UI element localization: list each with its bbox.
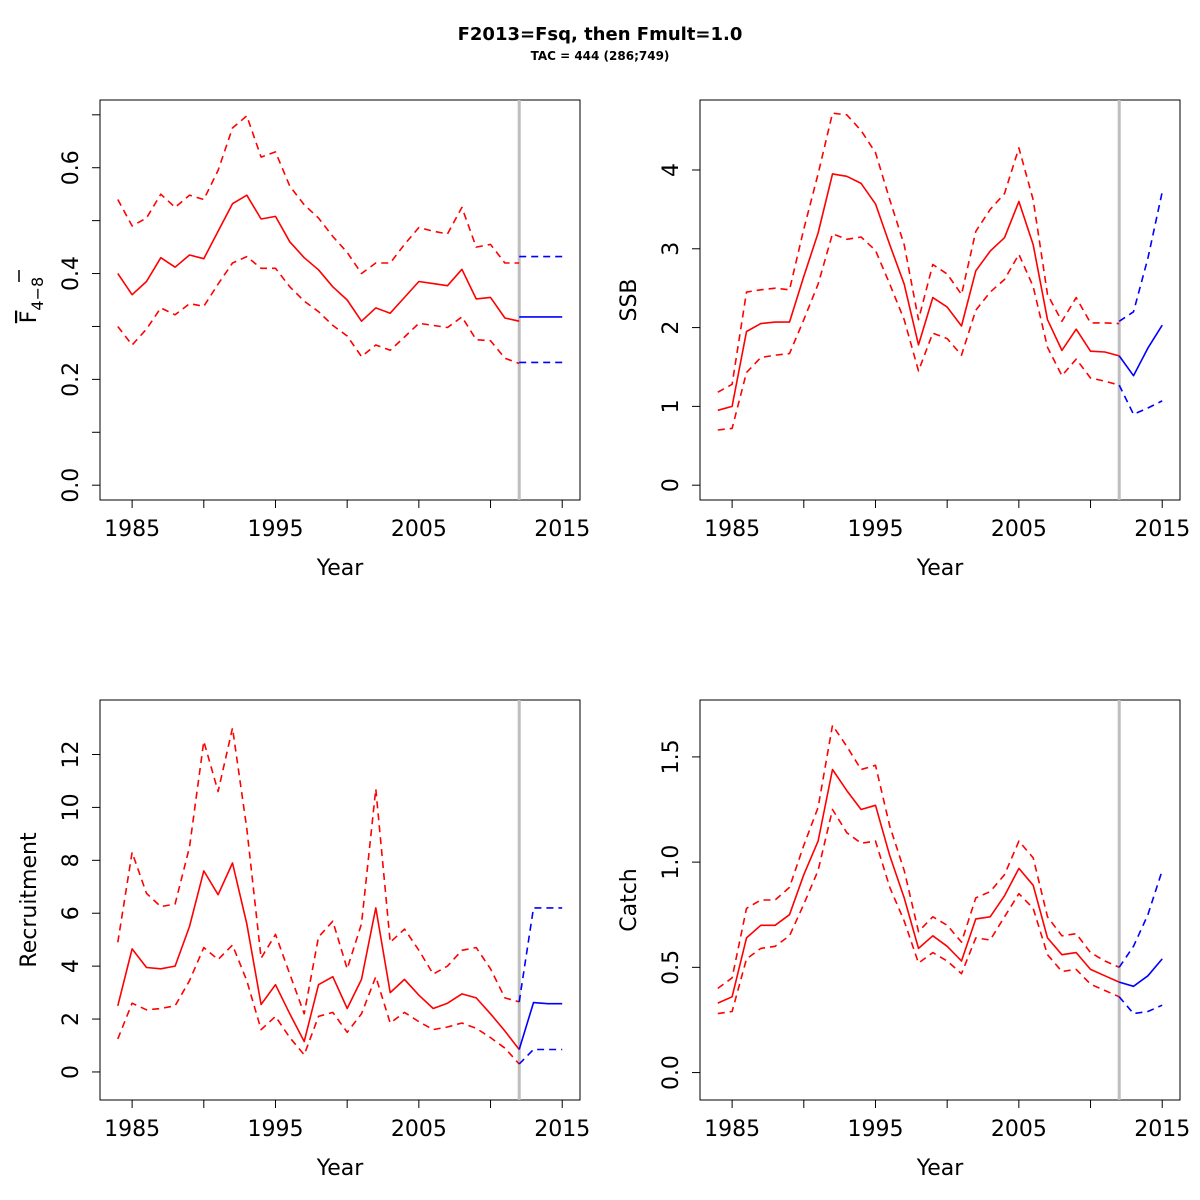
panel-catch: 1985 1995 2005 2015 0.0 0.5 1.0 1.5 Year Catch — [617, 699, 1190, 1181]
ssb-y-tick-label: 2 — [659, 321, 684, 335]
recruitment-x-tick-label: 2005 — [391, 1117, 447, 1142]
recruitment-series-projection-upper — [518, 907, 563, 1003]
recruitment-y-tick-label: 4 — [59, 959, 84, 973]
f-bar-y-tick-label: 0.6 — [59, 150, 84, 185]
catch-y-tick-label: 0.0 — [659, 1055, 684, 1090]
panel-ssb: 1985 1995 2005 2015 0 1 2 3 4 Year SSB — [617, 99, 1190, 581]
f-bar-x-tick-label: 2005 — [391, 517, 447, 542]
f-bar-y-tick-label: 0.0 — [59, 468, 84, 503]
catch-series-projection-upper — [1118, 870, 1163, 968]
catch-y-tick-label: 0.5 — [659, 950, 684, 985]
ssb-series-estimate — [717, 173, 1120, 412]
recruitment-y-tick-label: 10 — [59, 793, 84, 821]
f-bar-series-upper — [117, 115, 520, 275]
f-bar-x-tick-label: 2015 — [534, 517, 590, 542]
ssb-series-projection — [1118, 324, 1163, 377]
f-bar-y-tick-label: 0.4 — [59, 256, 84, 291]
catch-series-upper — [717, 724, 1120, 990]
recruitment-series-projection — [518, 1001, 563, 1050]
recruitment-y-tick-label: 2 — [59, 1012, 84, 1026]
f-bar-y-axis-title: F4−8 — [17, 277, 47, 323]
ssb-series-projection-upper — [1118, 191, 1163, 322]
ssb-y-tick-label: 0 — [659, 478, 684, 492]
catch-x-tick-label: 1985 — [704, 1117, 760, 1142]
recruitment-y-tick-label: 12 — [59, 740, 84, 768]
ssb-x-tick-label: 2005 — [991, 517, 1047, 542]
f-bar-y-axis-title-base: F — [17, 311, 42, 324]
recruitment-series-estimate — [117, 862, 520, 1050]
recruitment-plot-frame — [99, 699, 581, 1101]
catch-y-tick-label: 1.0 — [659, 845, 684, 880]
catch-x-tick-label: 2015 — [1134, 1117, 1190, 1142]
ssb-series-upper — [717, 112, 1120, 393]
f-bar-series-lower — [117, 255, 520, 365]
recruitment-series-upper — [117, 727, 520, 1015]
ssb-series-projection-lower — [1118, 384, 1163, 416]
f-bar-y-axis-title-sub: 4−8 — [28, 277, 47, 311]
ssb-y-tick-label: 3 — [659, 242, 684, 256]
ssb-y-tick-label: 1 — [659, 399, 684, 413]
ssb-y-axis-title: SSB — [617, 278, 642, 321]
recruitment-y-tick-label: 8 — [59, 853, 84, 867]
f-bar-plot-frame — [99, 99, 581, 501]
panel-recruitment: 1985 1995 2005 2015 0 2 4 6 8 10 12 Year Recruitment — [17, 699, 590, 1181]
f-bar-y-tick-label: 0.2 — [59, 362, 84, 397]
ssb-x-axis-title: Year — [916, 556, 965, 581]
recruitment-y-tick-label: 6 — [59, 906, 84, 920]
recruitment-x-tick-label: 1995 — [247, 1117, 303, 1142]
recruitment-series-lower — [117, 944, 520, 1065]
recruitment-series-projection-lower — [518, 1048, 563, 1065]
recruitment-y-tick-label: 0 — [59, 1065, 84, 1079]
ssb-x-tick-label: 1985 — [704, 517, 760, 542]
ssb-y-tick-label: 4 — [659, 163, 684, 177]
catch-x-tick-label: 2005 — [991, 1117, 1047, 1142]
panel-f-bar: 1985 1995 2005 2015 0.0 0.2 0.4 0.6 Year F4−8 — [17, 99, 590, 581]
f-bar-x-tick-label: 1995 — [247, 517, 303, 542]
catch-x-axis-title: Year — [916, 1156, 965, 1181]
catch-series-estimate — [717, 768, 1120, 1004]
ssb-x-tick-label: 1995 — [847, 517, 903, 542]
catch-series-projection — [1118, 958, 1163, 988]
ssb-x-tick-label: 2015 — [1134, 517, 1190, 542]
catch-x-tick-label: 1995 — [847, 1117, 903, 1142]
recruitment-y-axis-title: Recruitment — [17, 832, 42, 968]
f-bar-x-axis-title: Year — [316, 556, 365, 581]
f-bar-x-tick-label: 1985 — [104, 517, 160, 542]
recruitment-x-tick-label: 1985 — [104, 1117, 160, 1142]
catch-series-lower — [717, 808, 1120, 1015]
figure-title: F2013=Fsq, then Fmult=1.0 — [458, 24, 743, 45]
catch-plot-frame — [699, 699, 1181, 1101]
ssb-series-lower — [717, 233, 1120, 431]
recruitment-x-axis-title: Year — [316, 1156, 365, 1181]
recruitment-x-tick-label: 2015 — [534, 1117, 590, 1142]
ssb-plot-frame — [699, 99, 1181, 501]
catch-y-axis-title: Catch — [617, 868, 642, 932]
figure-subtitle: TAC = 444 (286;749) — [531, 49, 670, 63]
f-bar-series-estimate — [117, 194, 520, 323]
catch-series-projection-lower — [1118, 996, 1163, 1015]
catch-y-tick-label: 1.5 — [659, 739, 684, 774]
